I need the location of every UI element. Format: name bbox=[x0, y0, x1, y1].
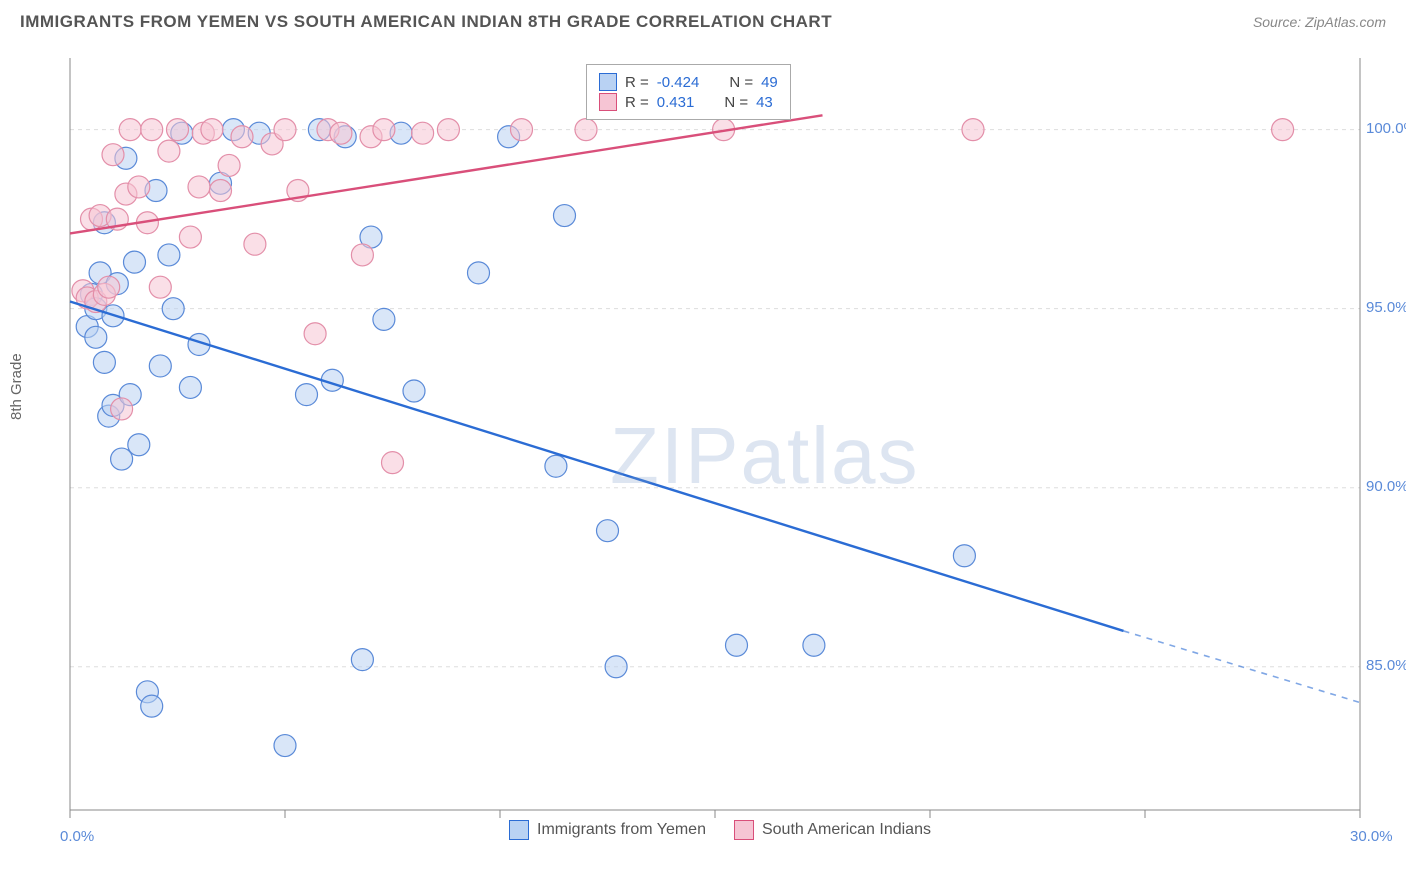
legend-r-label: R = bbox=[625, 94, 649, 111]
legend-swatch bbox=[734, 820, 754, 840]
series-legend: Immigrants from Yemen South American Indi… bbox=[50, 824, 1390, 836]
legend-row: R = -0.424 N = 49 bbox=[599, 73, 778, 91]
scatter-chart bbox=[50, 50, 1390, 840]
series-legend-label: South American Indians bbox=[762, 821, 931, 839]
y-axis-label: 8th Grade bbox=[8, 353, 25, 420]
chart-area: ZIPatlas R =-0.424N =49R = 0.431N =43 Im… bbox=[50, 50, 1390, 840]
legend-n-value: 49 bbox=[761, 74, 778, 91]
series-legend-item: South American Indians bbox=[734, 824, 931, 836]
series-legend-label: Immigrants from Yemen bbox=[537, 821, 706, 839]
y-tick-label: 95.0% bbox=[1366, 299, 1406, 316]
legend-swatch bbox=[599, 73, 617, 91]
series-legend-item: Immigrants from Yemen bbox=[509, 824, 706, 836]
source-label: Source: ZipAtlas.com bbox=[1253, 14, 1386, 30]
legend-r-value: 0.431 bbox=[657, 94, 695, 111]
legend-swatch bbox=[509, 820, 529, 840]
legend-row: R = 0.431 N = 43 bbox=[599, 93, 778, 111]
legend-n-value: 43 bbox=[756, 94, 773, 111]
y-tick-label: 85.0% bbox=[1366, 657, 1406, 674]
correlation-legend: R =-0.424N =49R = 0.431N =43 bbox=[586, 64, 791, 120]
legend-swatch bbox=[599, 93, 617, 111]
y-tick-label: 90.0% bbox=[1366, 478, 1406, 495]
legend-n-label: N = bbox=[729, 74, 753, 91]
legend-r-label: R = bbox=[625, 74, 649, 91]
legend-r-value: -0.424 bbox=[657, 74, 700, 91]
chart-title: IMMIGRANTS FROM YEMEN VS SOUTH AMERICAN … bbox=[20, 12, 832, 32]
y-tick-label: 100.0% bbox=[1366, 120, 1406, 137]
legend-n-label: N = bbox=[724, 94, 748, 111]
